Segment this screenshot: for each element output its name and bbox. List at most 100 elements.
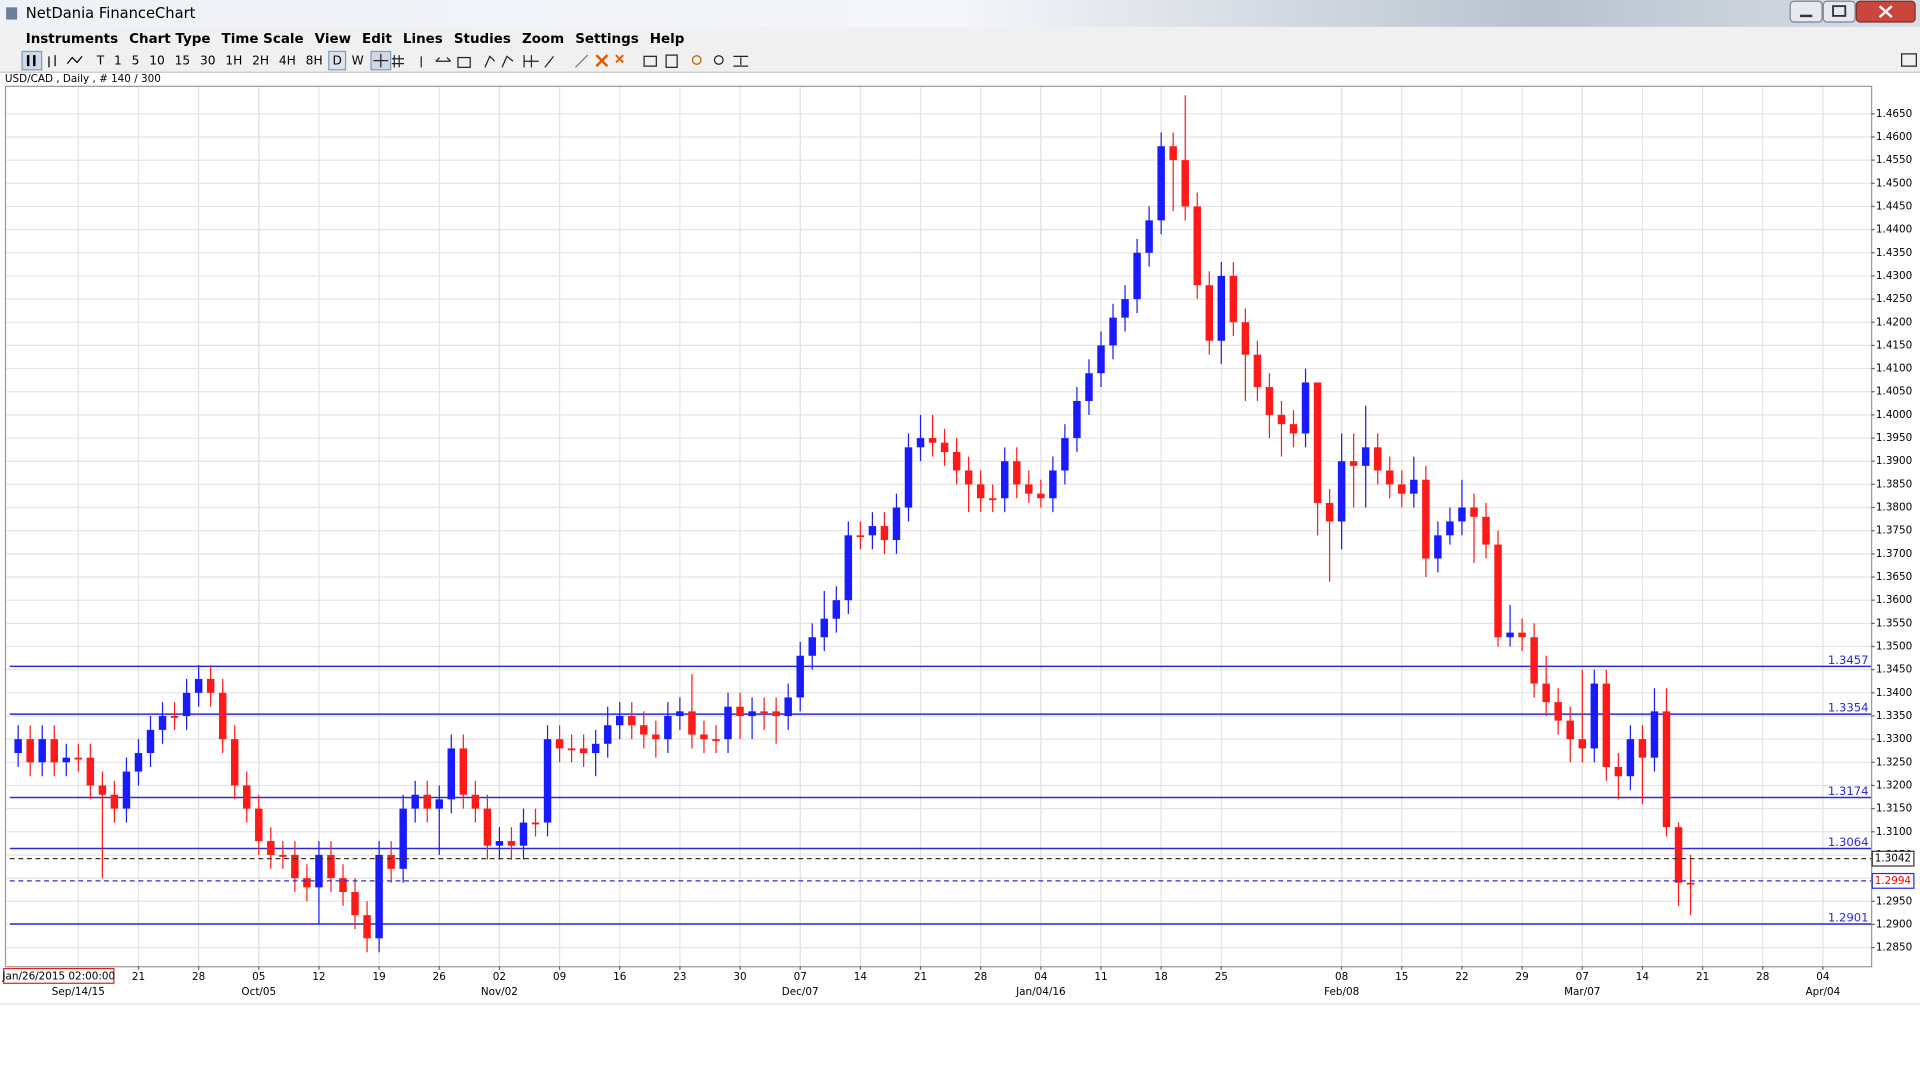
timeframe-button[interactable]: W <box>352 54 364 68</box>
y-tick-label: 1.2900 <box>1876 918 1912 930</box>
menu-item[interactable]: Chart Type <box>129 32 210 47</box>
candle-body <box>1373 447 1382 471</box>
y-tick-label: 1.3400 <box>1876 687 1912 699</box>
menu-item[interactable]: Help <box>650 32 685 47</box>
timeframe-label[interactable]: T <box>96 54 105 68</box>
pause-button[interactable] <box>21 50 43 71</box>
candle-body <box>1566 720 1574 740</box>
x-tick-label: 14 <box>1636 971 1650 983</box>
timeframe-label[interactable]: D <box>332 54 341 68</box>
candle-body <box>1686 882 1695 885</box>
timeframe-label[interactable]: 30 <box>200 54 216 68</box>
candle-body <box>760 711 768 714</box>
candle-body <box>940 442 949 452</box>
y-tick-label: 1.2850 <box>1876 942 1912 954</box>
drawing-icons[interactable] <box>484 55 554 68</box>
timeframe-button[interactable]: 10 <box>149 54 165 68</box>
timeframe-label[interactable]: W <box>352 54 364 68</box>
timeframe-button[interactable]: 4H <box>279 54 296 68</box>
timeframe-button[interactable]: 15 <box>175 54 191 68</box>
timeframe-label[interactable]: 1 <box>114 54 122 68</box>
candle-body <box>1013 461 1021 485</box>
timeframe-button[interactable]: T <box>96 54 105 68</box>
timeframe-button[interactable]: D <box>328 50 347 71</box>
y-tick-label: 1.3250 <box>1876 756 1912 768</box>
delete-icon[interactable] <box>595 54 609 67</box>
y-tick-label: 1.4650 <box>1876 108 1912 120</box>
timeframe-button[interactable]: 2H <box>252 54 269 68</box>
candle-body <box>868 526 877 536</box>
menu-item[interactable]: Settings <box>575 32 639 47</box>
minimize-button[interactable] <box>1789 0 1823 23</box>
candle-body <box>471 794 480 809</box>
grid-icon[interactable] <box>391 55 405 68</box>
panel-toggle[interactable] <box>1901 53 1917 67</box>
preview-icon[interactable] <box>665 54 678 68</box>
tool-icons[interactable] <box>370 50 1917 71</box>
delete-all-icon[interactable] <box>615 54 624 64</box>
candle-body <box>26 739 34 763</box>
candle-body <box>892 507 901 540</box>
timeframe-label[interactable]: 2H <box>252 54 269 68</box>
candle-body <box>315 854 323 888</box>
y-tick-label: 1.4000 <box>1876 409 1912 421</box>
timeframe-button[interactable]: 1H <box>225 54 242 68</box>
candle-body <box>98 785 107 795</box>
candle-body <box>279 854 287 857</box>
print-icon[interactable] <box>643 55 657 67</box>
timeframe-label[interactable]: 10 <box>149 54 165 68</box>
fit-icon[interactable] <box>733 55 749 67</box>
x-tick-label: 15 <box>1395 971 1408 983</box>
menu-item[interactable]: Time Scale <box>222 32 304 47</box>
menu-item[interactable]: Lines <box>403 32 443 47</box>
candle-body <box>1205 285 1214 341</box>
candle-body <box>1542 683 1550 703</box>
candle-body <box>964 470 973 485</box>
x-month-label: Oct/05 <box>241 986 276 998</box>
x-tick-label: 28 <box>1756 971 1769 983</box>
candle-body <box>375 854 383 939</box>
timeframe-selected <box>328 50 347 71</box>
timeframe-label[interactable]: 8H <box>306 54 323 68</box>
candle-body <box>616 715 624 726</box>
candle-body <box>1325 502 1334 522</box>
menu-item[interactable]: View <box>315 32 351 47</box>
x-tick-label: 08 <box>1335 971 1348 983</box>
volume-icon[interactable] <box>457 56 471 68</box>
timeframe-label[interactable]: 15 <box>175 54 191 68</box>
line-tool-icon[interactable] <box>575 54 589 68</box>
timeframe-label[interactable]: 4H <box>279 54 296 68</box>
x-tick-label: 28 <box>192 971 205 983</box>
candle-body <box>1626 739 1635 777</box>
menu-item[interactable]: Zoom <box>522 32 564 47</box>
candle-body <box>1614 766 1623 777</box>
candle-body <box>1145 220 1153 253</box>
chart-style-icons[interactable] <box>48 55 83 68</box>
timeframe-button[interactable]: 8H <box>306 54 323 68</box>
timeframe-button[interactable]: 30 <box>200 54 216 68</box>
chart-subtitle: USD/CAD , Daily , # 140 / 300 <box>5 73 161 85</box>
timeframe-button[interactable]: 5 <box>132 54 140 68</box>
candle-body <box>1121 299 1129 318</box>
level-label: 1.2901 <box>1828 910 1869 924</box>
candle-body <box>856 535 865 538</box>
candle-body <box>784 697 792 716</box>
timeframe-label[interactable]: 1H <box>225 54 242 68</box>
maximize-button[interactable] <box>1822 0 1856 23</box>
timeframe-button[interactable]: 1 <box>114 54 122 68</box>
zoom-out-icon[interactable] <box>713 55 724 65</box>
y-tick-label: 1.3950 <box>1876 432 1912 444</box>
x-tick-label: 07 <box>1576 971 1589 983</box>
window-controls[interactable] <box>1789 0 1916 23</box>
zoom-in-icon[interactable] <box>691 55 702 65</box>
timeframe-label[interactable]: 5 <box>132 54 140 68</box>
scroll-icon[interactable] <box>435 57 452 62</box>
candle-body <box>1554 702 1562 721</box>
y-tick-label: 1.3550 <box>1876 617 1912 629</box>
menu-item[interactable]: Studies <box>454 32 511 47</box>
menu-item[interactable]: Edit <box>362 32 392 47</box>
y-tick-label: 1.3650 <box>1876 571 1912 583</box>
candle-body <box>1265 387 1274 415</box>
menu-item[interactable]: Instruments <box>26 32 118 47</box>
